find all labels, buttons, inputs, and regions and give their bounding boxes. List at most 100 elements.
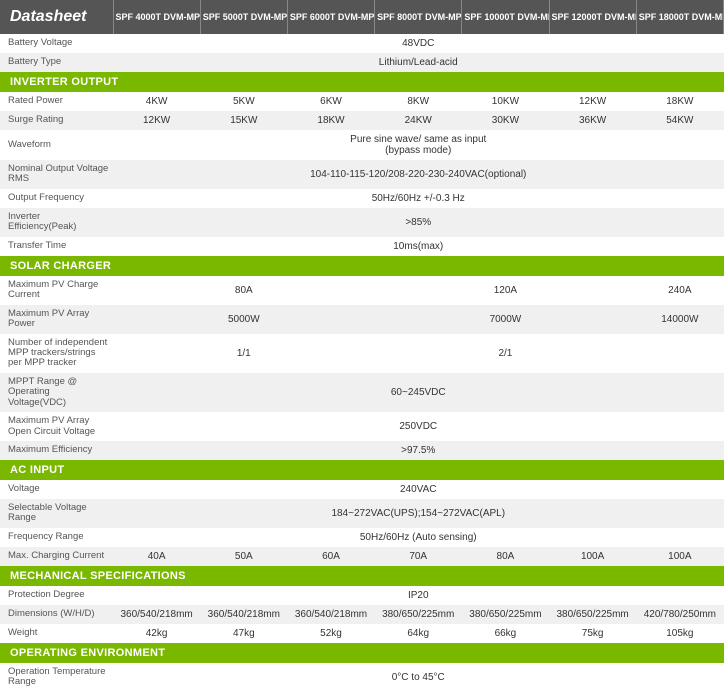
data-cell: 420/780/250mm [636,605,723,624]
col-header: SPF 8000T DVM-MPV [375,0,462,34]
col-header: SPF 6000T DVM-MPV [287,0,374,34]
table-row: Operation Temperature Range0°C to 45°C [0,663,724,692]
data-cell: 184~272VAC(UPS);154~272VAC(APL) [113,499,724,528]
data-cell: 75kg [549,624,636,643]
row-label: Maximum PV Charge Current [0,276,113,305]
col-header: SPF 5000T DVM-MPV [200,0,287,34]
data-cell: 18KW [636,92,723,111]
table-row: Rated Power4KW5KW6KW8KW10KW12KW18KW [0,92,724,111]
data-cell: 24KW [375,111,462,130]
table-row: Output Frequency50Hz/60Hz +/-0.3 Hz [0,189,724,208]
table-row: Frequency Range50Hz/60Hz (Auto sensing) [0,528,724,547]
data-cell: 50A [200,547,287,566]
data-cell: 30KW [462,111,549,130]
table-row: Weight42kg47kg52kg64kg66kg75kg105kg [0,624,724,643]
table-row: Maximum PV Array Open Circuit Voltage250… [0,412,724,441]
data-cell: Pure sine wave/ same as input(bypass mod… [113,130,724,160]
row-label: Battery Type [0,53,113,72]
table-row: Protection DegreeIP20 [0,586,724,605]
data-cell: Lithium/Lead-acid [113,53,724,72]
table-row: Voltage240VAC [0,480,724,499]
datasheet-body: Battery Voltage48VDCBattery TypeLithium/… [0,34,724,692]
row-label: Nominal Output Voltage RMS [0,160,113,189]
row-label: Transfer Time [0,237,113,256]
data-cell: 8KW [375,92,462,111]
row-label: Voltage [0,480,113,499]
table-row: Battery Voltage48VDC [0,34,724,53]
row-label: Max. Charging Current [0,547,113,566]
data-cell: 380/650/225mm [375,605,462,624]
section-header: OPERATING ENVIRONMENT [0,643,724,663]
data-cell: 0°C to 45°C [113,663,724,692]
data-cell: 1/1 [113,334,375,373]
data-cell: 5KW [200,92,287,111]
data-cell: 380/650/225mm [549,605,636,624]
header-row: Datasheet SPF 4000T DVM-MPV SPF 5000T DV… [0,0,724,34]
row-label: Protection Degree [0,586,113,605]
data-cell: 66kg [462,624,549,643]
data-cell: 15KW [200,111,287,130]
data-cell: >97.5% [113,441,724,460]
section-header: AC INPUT [0,460,724,480]
data-cell: 360/540/218mm [200,605,287,624]
data-cell: 40A [113,547,200,566]
data-cell: 5000W [113,305,375,334]
section-header: MECHANICAL SPECIFICATIONS [0,566,724,586]
data-cell: 12KW [549,92,636,111]
col-header: SPF 10000T DVM-MPV [462,0,549,34]
row-label: Maximum Efficiency [0,441,113,460]
table-row: Dimensions (W/H/D)360/540/218mm360/540/2… [0,605,724,624]
row-label: Surge Rating [0,111,113,130]
section-header: INVERTER OUTPUT [0,72,724,92]
data-cell: 100A [636,547,723,566]
data-cell: 48VDC [113,34,724,53]
row-label: MPPT Range @ Operating Voltage(VDC) [0,373,113,412]
data-cell: 104-110-115-120/208-220-230-240VAC(optio… [113,160,724,189]
row-label: Waveform [0,130,113,160]
table-row: Maximum Efficiency>97.5% [0,441,724,460]
row-label: Operation Temperature Range [0,663,113,692]
data-cell: 120A [375,276,637,305]
table-row: Maximum PV Charge Current80A120A240A [0,276,724,305]
data-cell: 10KW [462,92,549,111]
data-cell [636,334,723,373]
data-cell: 360/540/218mm [113,605,200,624]
col-header: SPF 4000T DVM-MPV [113,0,200,34]
row-label: Maximum PV Array Power [0,305,113,334]
data-cell: >85% [113,208,724,237]
col-header: SPF 12000T DVM-MPV [549,0,636,34]
data-cell: 2/1 [375,334,637,373]
section-header: SOLAR CHARGER [0,256,724,276]
data-cell: 100A [549,547,636,566]
data-cell: 36KW [549,111,636,130]
table-row: MPPT Range @ Operating Voltage(VDC)60~24… [0,373,724,412]
row-label: Weight [0,624,113,643]
row-label: Selectable Voltage Range [0,499,113,528]
data-cell: 54KW [636,111,723,130]
row-label: Maximum PV Array Open Circuit Voltage [0,412,113,441]
table-row: Battery TypeLithium/Lead-acid [0,53,724,72]
data-cell: 47kg [200,624,287,643]
data-cell: 14000W [636,305,723,334]
table-row: Number of independent MPP trackers/strin… [0,334,724,373]
data-cell: 380/650/225mm [462,605,549,624]
table-row: WaveformPure sine wave/ same as input(by… [0,130,724,160]
data-cell: 50Hz/60Hz +/-0.3 Hz [113,189,724,208]
data-cell: 12KW [113,111,200,130]
data-cell: 10ms(max) [113,237,724,256]
table-row: Maximum PV Array Power5000W7000W14000W [0,305,724,334]
data-cell: 52kg [287,624,374,643]
data-cell: 105kg [636,624,723,643]
data-cell: 64kg [375,624,462,643]
data-cell: 70A [375,547,462,566]
data-cell: 50Hz/60Hz (Auto sensing) [113,528,724,547]
data-cell: 80A [462,547,549,566]
table-row: Nominal Output Voltage RMS104-110-115-12… [0,160,724,189]
data-cell: 250VDC [113,412,724,441]
data-cell: 240A [636,276,723,305]
row-label: Number of independent MPP trackers/strin… [0,334,113,373]
row-label: Output Frequency [0,189,113,208]
row-label: Dimensions (W/H/D) [0,605,113,624]
data-cell: 4KW [113,92,200,111]
table-row: Surge Rating12KW15KW18KW24KW30KW36KW54KW [0,111,724,130]
